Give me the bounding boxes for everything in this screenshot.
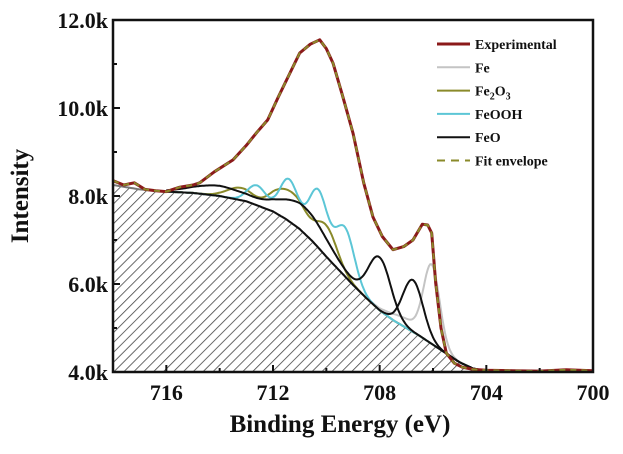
y-tick-label: 12.0k: [57, 8, 109, 33]
background-area: [113, 185, 593, 372]
x-tick-label: 708: [363, 380, 396, 405]
component-feo: [166, 190, 513, 372]
legend-label: Fit envelope: [475, 155, 548, 170]
x-tick-labels: 716 712 708 704 700: [150, 380, 610, 405]
x-axis-label: Binding Energy (eV): [230, 411, 451, 438]
x-tick-label: 700: [577, 380, 610, 405]
y-tick-labels: 4.0k 6.0k 8.0k 10.0k 12.0k: [57, 8, 109, 385]
legend-label: FeO: [475, 131, 501, 146]
y-tick-label: 8.0k: [68, 184, 109, 209]
x-tick-label: 716: [150, 380, 183, 405]
x-tick-label: 704: [470, 380, 503, 405]
legend-label: FeOOH: [475, 108, 523, 123]
plot-area: [113, 38, 593, 372]
y-tick-label: 10.0k: [57, 96, 109, 121]
legend-subscript: 2: [490, 92, 495, 103]
legend-label: Fe2O3: [475, 85, 511, 103]
legend-label: Fe: [475, 61, 490, 76]
fit-envelope-line: [113, 38, 593, 372]
legend-subscript: 3: [506, 92, 511, 103]
legend-text: O: [495, 85, 506, 100]
x-tick-label: 712: [257, 380, 290, 405]
y-axis-label: Intensity: [7, 148, 34, 243]
y-tick-label: 6.0k: [68, 272, 109, 297]
legend-label: Experimental: [475, 38, 557, 53]
legend-text: Fe: [475, 85, 490, 100]
y-tick-label: 4.0k: [68, 360, 109, 385]
axis-ticks: [113, 63, 594, 372]
